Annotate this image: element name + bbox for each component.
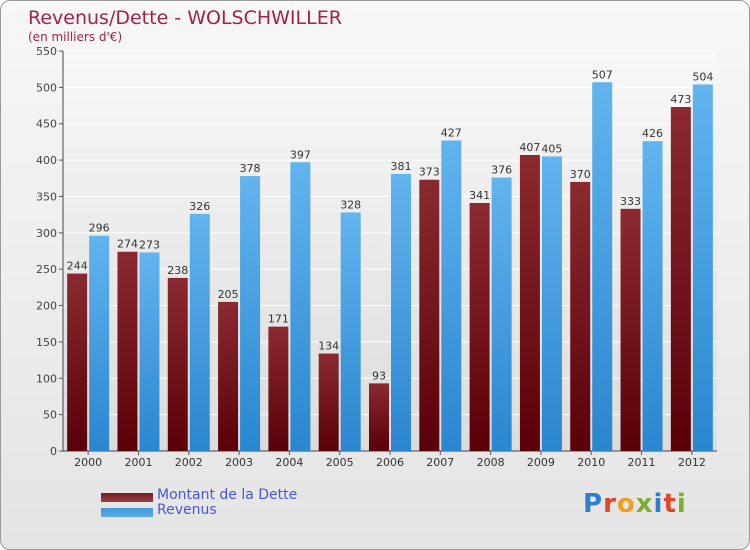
bar-revenus (642, 141, 663, 451)
bar-dette (570, 181, 591, 451)
logo-letter: r (603, 489, 617, 519)
x-tick-label: 2011 (628, 456, 656, 469)
x-tick-label: 2001 (124, 456, 152, 469)
data-label-dette: 274 (117, 238, 138, 251)
data-label-dette: 473 (670, 93, 691, 106)
data-label-revenus: 504 (692, 70, 713, 83)
data-label-dette: 171 (268, 313, 289, 326)
x-tick-label: 2010 (577, 456, 605, 469)
bar-dette (268, 326, 289, 451)
data-label-dette: 407 (519, 141, 540, 154)
bar-revenus (541, 156, 562, 452)
y-tick-label: 400 (36, 154, 57, 167)
bar-revenus (391, 173, 411, 451)
y-tick-label: 100 (36, 372, 57, 385)
data-label-revenus: 405 (541, 142, 562, 155)
data-label-revenus: 381 (391, 160, 412, 173)
x-tick-label: 2002 (175, 456, 203, 469)
x-tick-label: 2009 (527, 456, 555, 469)
data-label-dette: 205 (218, 288, 239, 301)
chart-subtitle: (en milliers d'€) (28, 30, 123, 44)
bar-dette (318, 353, 339, 451)
bar-dette (419, 179, 440, 451)
x-tick-label: 2007 (426, 456, 454, 469)
data-label-dette: 370 (570, 168, 591, 181)
x-tick-label: 2005 (326, 456, 354, 469)
y-tick-label: 0 (50, 445, 57, 458)
data-label-dette: 238 (167, 264, 188, 277)
bar-revenus (491, 177, 512, 451)
data-label-revenus: 507 (592, 68, 613, 81)
proxiti-logo: Proxiti (583, 489, 687, 519)
bar-dette (218, 301, 239, 451)
x-tick-label: 2012 (678, 456, 706, 469)
y-tick-label: 200 (36, 300, 57, 313)
plot-area (63, 51, 717, 451)
data-label-revenus: 273 (139, 238, 160, 251)
logo-letter: P (583, 489, 604, 519)
bar-dette (67, 273, 88, 451)
bar-dette (117, 251, 138, 451)
chart-title: Revenus/Dette - WOLSCHWILLER (28, 7, 342, 29)
x-tick-label: 2008 (477, 456, 505, 469)
bar-dette (369, 383, 389, 451)
bar-revenus (340, 212, 361, 451)
y-tick-label: 250 (36, 263, 57, 276)
legend-swatch-dette (101, 493, 153, 502)
bar-revenus (189, 213, 210, 451)
bar-revenus (139, 252, 160, 451)
bar-dette (519, 155, 540, 451)
data-label-dette: 341 (469, 189, 490, 202)
legend-swatch-revenus (101, 508, 153, 517)
data-label-revenus: 328 (340, 198, 361, 211)
bar-dette (670, 107, 691, 451)
bar-revenus (441, 140, 462, 452)
legend-label-revenus: Revenus (157, 502, 217, 518)
y-tick-label: 350 (36, 190, 57, 203)
legend-label-dette: Montant de la Dette (157, 487, 298, 503)
bar-revenus (692, 84, 713, 452)
x-tick-label: 2000 (74, 456, 102, 469)
data-label-revenus: 426 (642, 127, 663, 140)
data-label-dette: 244 (67, 260, 88, 273)
logo-letter: x (635, 489, 654, 519)
x-tick-label: 2003 (225, 456, 253, 469)
data-label-dette: 333 (620, 195, 641, 208)
data-label-dette: 134 (318, 340, 339, 353)
data-label-revenus: 397 (290, 148, 311, 161)
bar-revenus (592, 82, 613, 451)
x-tick-label: 2004 (275, 456, 303, 469)
logo-letter: o (616, 489, 636, 519)
data-label-revenus: 296 (89, 222, 110, 235)
y-tick-label: 500 (36, 81, 57, 94)
data-label-revenus: 378 (240, 162, 261, 175)
logo-letter: i (653, 489, 664, 519)
y-tick-label: 50 (43, 409, 57, 422)
y-tick-label: 150 (36, 336, 57, 349)
logo-letter: i (676, 489, 687, 519)
y-tick-label: 300 (36, 227, 57, 240)
y-tick-label: 550 (36, 45, 57, 58)
data-label-revenus: 376 (491, 164, 512, 177)
bar-revenus (240, 176, 261, 451)
data-label-dette: 373 (419, 166, 440, 179)
data-label-revenus: 326 (189, 200, 210, 213)
bar-revenus (290, 162, 311, 452)
x-tick-label: 2006 (376, 456, 404, 469)
bar-revenus (89, 235, 110, 451)
y-tick-label: 450 (36, 118, 57, 131)
logo-letter: t (663, 489, 677, 519)
bar-dette (167, 277, 188, 451)
data-label-dette: 93 (372, 369, 386, 382)
data-label-revenus: 427 (441, 126, 462, 139)
bar-dette (469, 203, 490, 451)
bar-dette (620, 208, 641, 451)
